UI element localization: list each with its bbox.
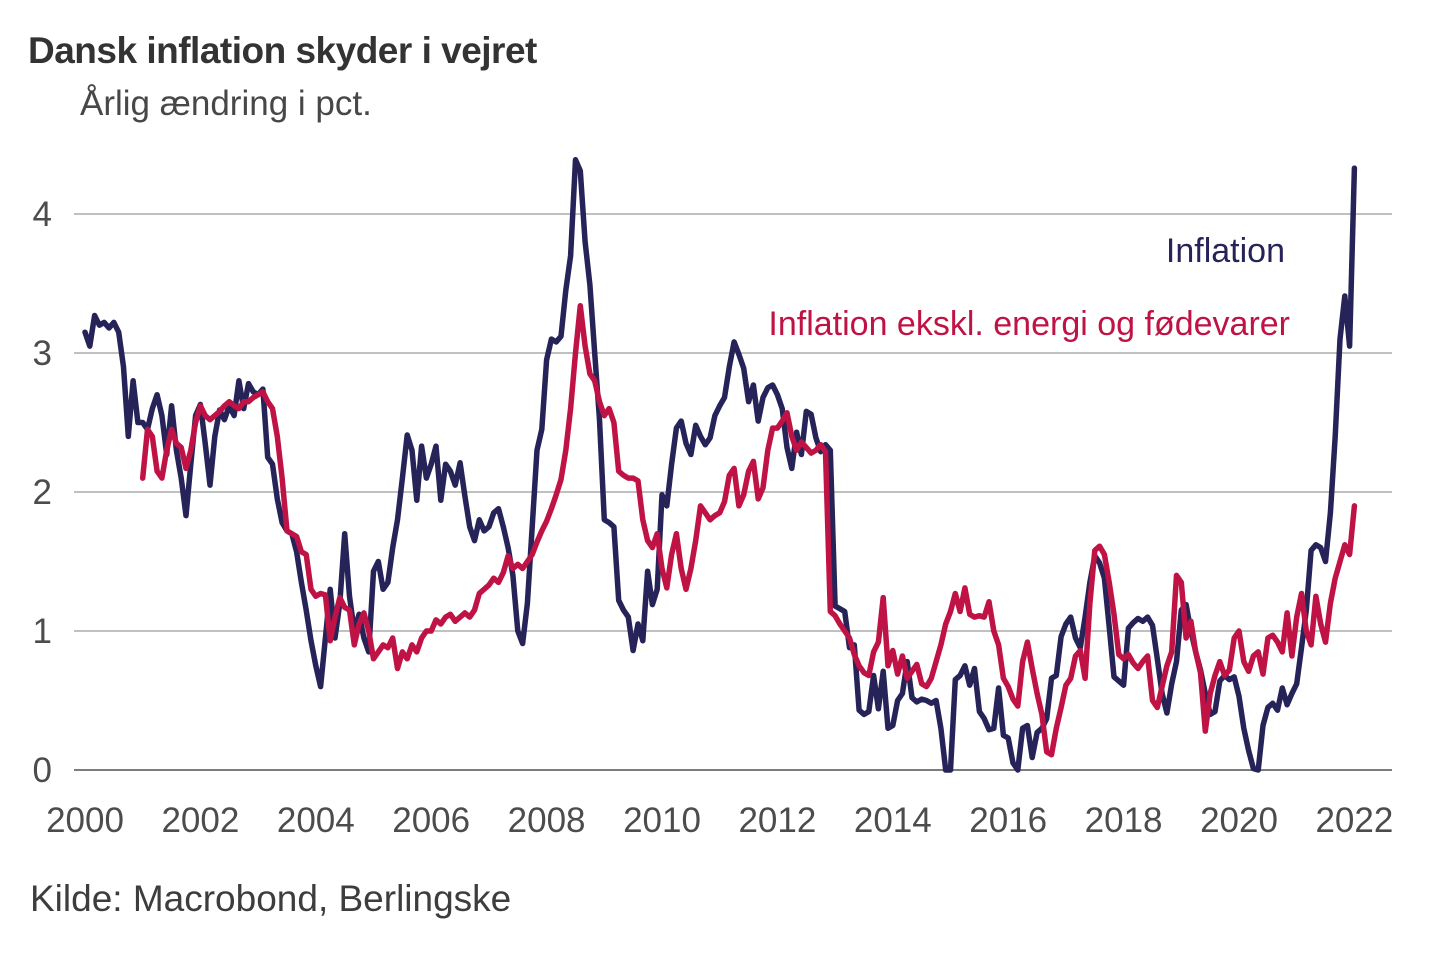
x-tick-label-2000: 2000 bbox=[46, 801, 124, 840]
x-tick-label-2004: 2004 bbox=[277, 801, 355, 840]
x-tick-label-2020: 2020 bbox=[1200, 801, 1278, 840]
core-inflation-line bbox=[139, 302, 1358, 758]
y-tick-label-2: 2 bbox=[33, 473, 52, 512]
legend-core-inflation: Inflation ekskl. energi og fødevarer bbox=[768, 305, 1290, 343]
chart-title: Dansk inflation skyder i vejret bbox=[28, 30, 537, 71]
x-tick-label-2018: 2018 bbox=[1085, 801, 1163, 840]
y-tick-label-1: 1 bbox=[33, 612, 52, 651]
y-tick-label-4: 4 bbox=[33, 195, 52, 234]
x-tick-label-2006: 2006 bbox=[392, 801, 470, 840]
x-tick-label-2008: 2008 bbox=[508, 801, 586, 840]
source-note: Kilde: Macrobond, Berlingske bbox=[30, 878, 512, 919]
y-tick-label-0: 0 bbox=[33, 751, 52, 790]
legend-inflation: Inflation bbox=[1165, 232, 1285, 270]
x-tick-label-2014: 2014 bbox=[854, 801, 932, 840]
x-tick-label-2016: 2016 bbox=[969, 801, 1047, 840]
y-tick-label-3: 3 bbox=[33, 334, 52, 373]
inflation-line bbox=[82, 157, 1358, 773]
x-tick-label-2010: 2010 bbox=[623, 801, 701, 840]
x-tick-label-2002: 2002 bbox=[161, 801, 239, 840]
x-tick-label-2012: 2012 bbox=[738, 801, 816, 840]
chart-subtitle: Årlig ændring i pct. bbox=[80, 84, 372, 123]
x-tick-label-2022: 2022 bbox=[1315, 801, 1393, 840]
